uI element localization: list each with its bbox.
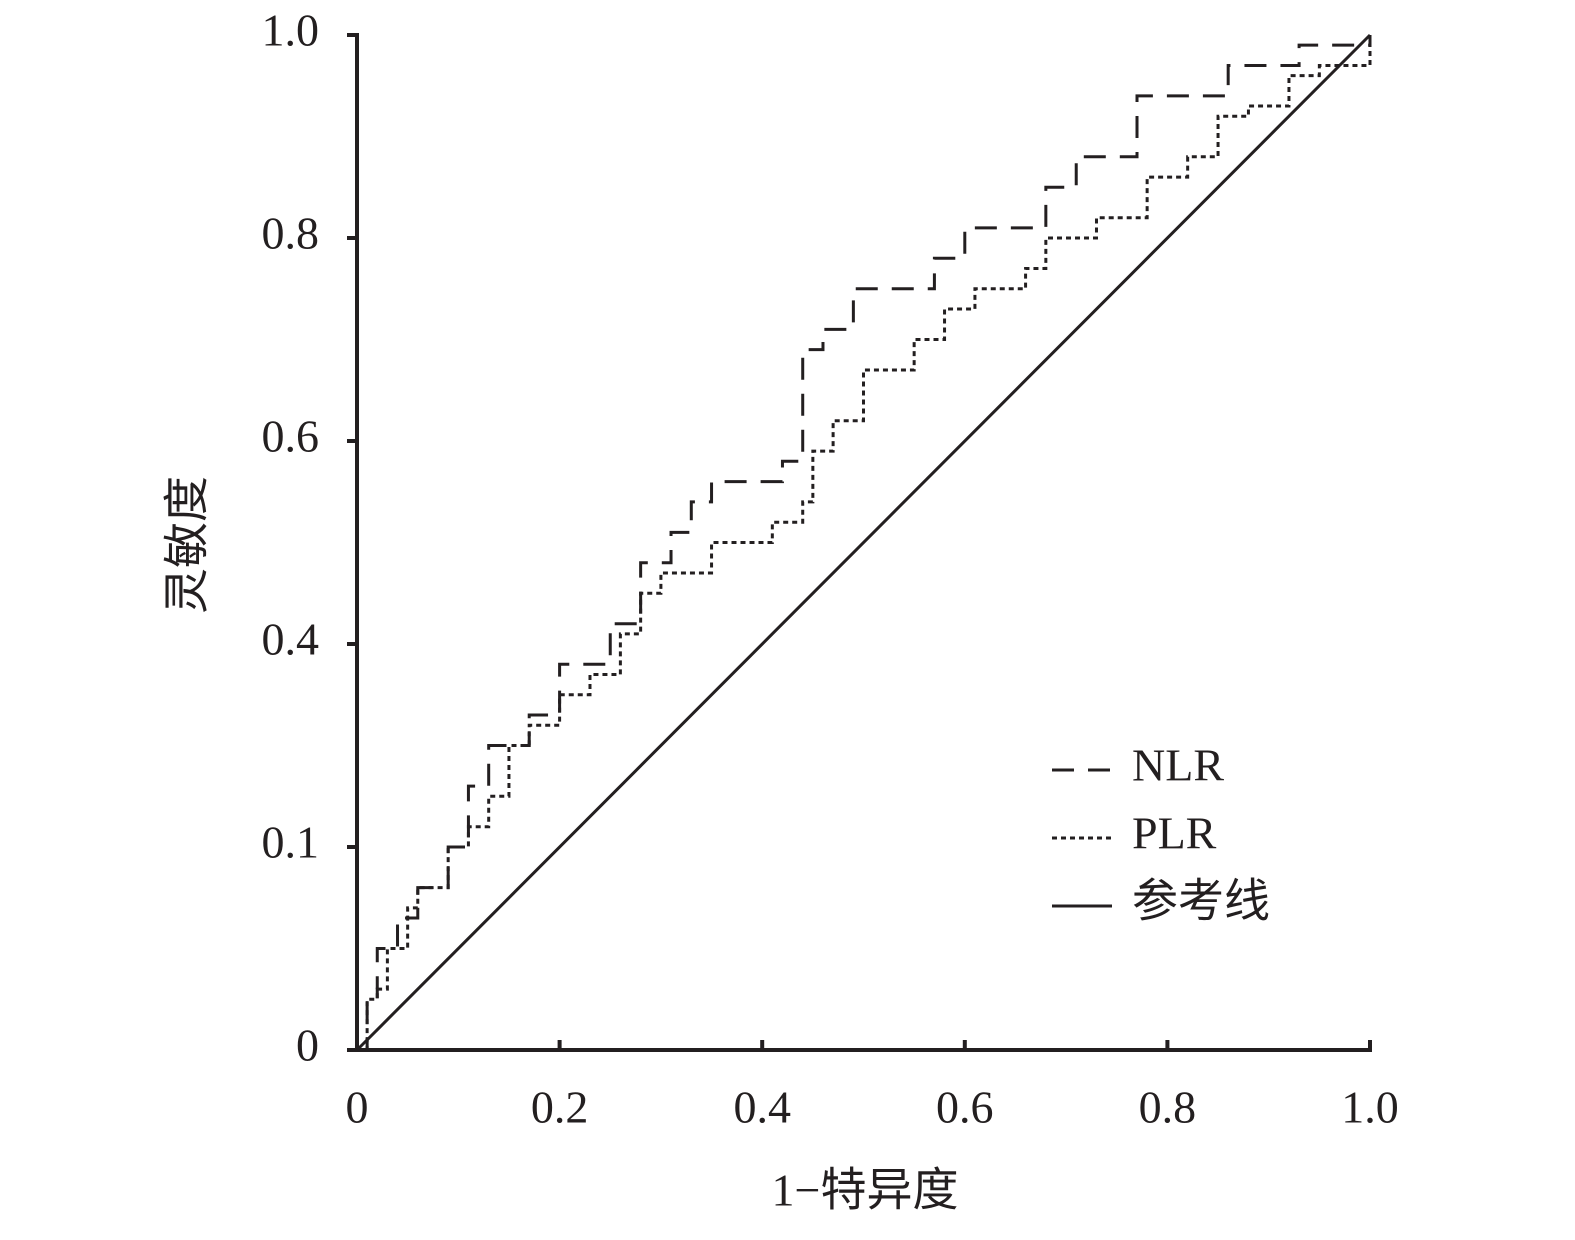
series-line [355, 33, 1372, 1052]
x-tick-label: 0.2 [531, 1082, 589, 1133]
legend-label: PLR [1132, 808, 1217, 859]
y-tick-label: 0.8 [262, 208, 320, 259]
legend-label: NLR [1132, 740, 1224, 791]
x-tick-label: 1.0 [1341, 1082, 1399, 1133]
x-tick-label: 0.6 [936, 1082, 994, 1133]
y-tick-label: 1.0 [262, 5, 320, 56]
x-tick-label: 0.4 [733, 1082, 791, 1133]
y-tick-label: 0 [296, 1020, 319, 1071]
x-axis-label: 1−特异度 [772, 1165, 959, 1216]
x-tick-label: 0.8 [1139, 1082, 1197, 1133]
x-tick-label: 0 [346, 1082, 369, 1133]
series-line [357, 35, 1372, 1052]
legend-label: 参考线 [1132, 876, 1270, 927]
y-tick-label: 0.1 [262, 817, 320, 868]
y-tick-label: 0.6 [262, 411, 320, 462]
y-tick-label: 0.4 [262, 614, 320, 665]
y-axis-label: 灵敏度 [162, 476, 213, 614]
